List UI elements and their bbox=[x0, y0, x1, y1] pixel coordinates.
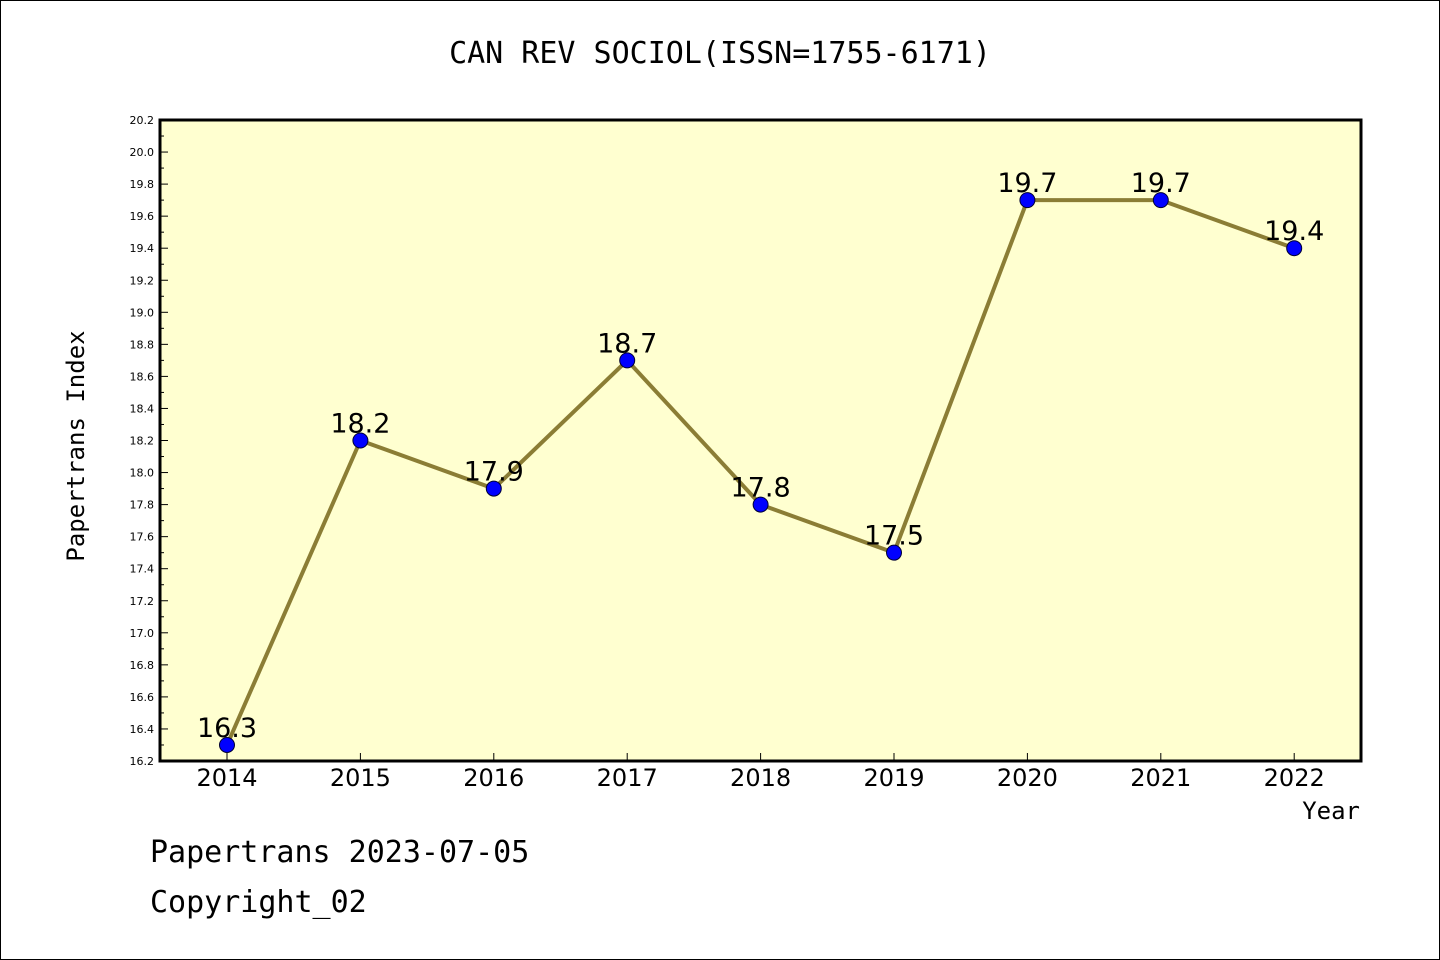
y-tick-label: 18.0 bbox=[130, 467, 155, 480]
data-point bbox=[1286, 240, 1303, 257]
y-tick-label: 18.6 bbox=[130, 370, 155, 383]
y-tick-label: 16.2 bbox=[130, 755, 155, 768]
data-label: 17.9 bbox=[464, 457, 524, 488]
footer-source: Papertrans 2023-07-05 bbox=[150, 835, 530, 870]
x-tick-label: 2016 bbox=[463, 764, 524, 792]
data-label: 17.8 bbox=[731, 473, 791, 504]
data-point bbox=[1019, 192, 1036, 209]
y-tick-label: 16.6 bbox=[130, 691, 155, 704]
x-tick-label: 2020 bbox=[997, 764, 1058, 792]
y-tick-label: 18.4 bbox=[130, 402, 155, 415]
y-tick-label: 16.4 bbox=[130, 723, 155, 736]
data-label: 16.3 bbox=[197, 713, 257, 744]
y-tick-label: 20.0 bbox=[130, 146, 155, 159]
y-tick-label: 17.0 bbox=[130, 627, 155, 640]
data-label: 19.7 bbox=[1131, 168, 1191, 199]
data-point bbox=[1152, 192, 1169, 209]
y-axis-ticks: 16.2 16.4 16.6 16.8 17.0 17.2 17.4 17.6 17.8 18.0… bbox=[130, 114, 168, 768]
y-tick-label: 19.6 bbox=[130, 210, 155, 223]
x-axis-label: Year bbox=[1302, 797, 1360, 825]
x-tick-label: 2017 bbox=[597, 764, 658, 792]
x-tick-label: 2014 bbox=[196, 764, 257, 792]
y-tick-label: 17.6 bbox=[130, 531, 155, 544]
y-tick-label: 18.8 bbox=[130, 338, 155, 351]
footer-copyright: Copyright_02 bbox=[150, 885, 367, 920]
x-axis-ticks: 2014 2015 2016 2017 2018 2019 2020 2021 2022 bbox=[196, 753, 1325, 792]
data-point bbox=[219, 736, 235, 753]
x-tick-label: 2018 bbox=[730, 764, 791, 792]
data-label: 17.5 bbox=[864, 521, 924, 552]
data-points bbox=[219, 192, 1303, 753]
data-label: 19.7 bbox=[997, 168, 1057, 199]
data-labels: 16.3 18.2 17.9 18.7 17.8 17.5 19.7 19.7 19.4 bbox=[197, 168, 1324, 744]
y-tick-label: 19.2 bbox=[130, 274, 155, 287]
y-tick-label: 16.8 bbox=[130, 659, 155, 672]
y-tick-label: 17.4 bbox=[130, 563, 155, 576]
data-point bbox=[352, 432, 369, 449]
x-tick-label: 2022 bbox=[1264, 764, 1325, 792]
data-point bbox=[752, 496, 769, 513]
data-point bbox=[485, 480, 502, 497]
x-tick-label: 2015 bbox=[330, 764, 391, 792]
y-tick-label: 18.2 bbox=[130, 435, 155, 448]
y-tick-label: 19.4 bbox=[130, 242, 155, 255]
data-label: 18.7 bbox=[597, 328, 657, 359]
data-point bbox=[886, 544, 902, 561]
y-tick-label: 17.8 bbox=[130, 499, 155, 512]
x-tick-label: 2019 bbox=[863, 764, 924, 792]
y-tick-label: 20.2 bbox=[130, 114, 155, 127]
chart-title: CAN REV SOCIOL(ISSN=1755-6171) bbox=[449, 36, 991, 71]
data-label: 18.2 bbox=[330, 409, 390, 440]
plot-area bbox=[158, 118, 1363, 763]
data-point bbox=[619, 352, 636, 369]
x-tick-label: 2021 bbox=[1130, 764, 1191, 792]
y-tick-label: 17.2 bbox=[130, 595, 155, 608]
data-label: 19.4 bbox=[1264, 216, 1324, 247]
y-tick-label: 19.0 bbox=[130, 306, 155, 319]
y-tick-label: 19.8 bbox=[130, 178, 155, 191]
